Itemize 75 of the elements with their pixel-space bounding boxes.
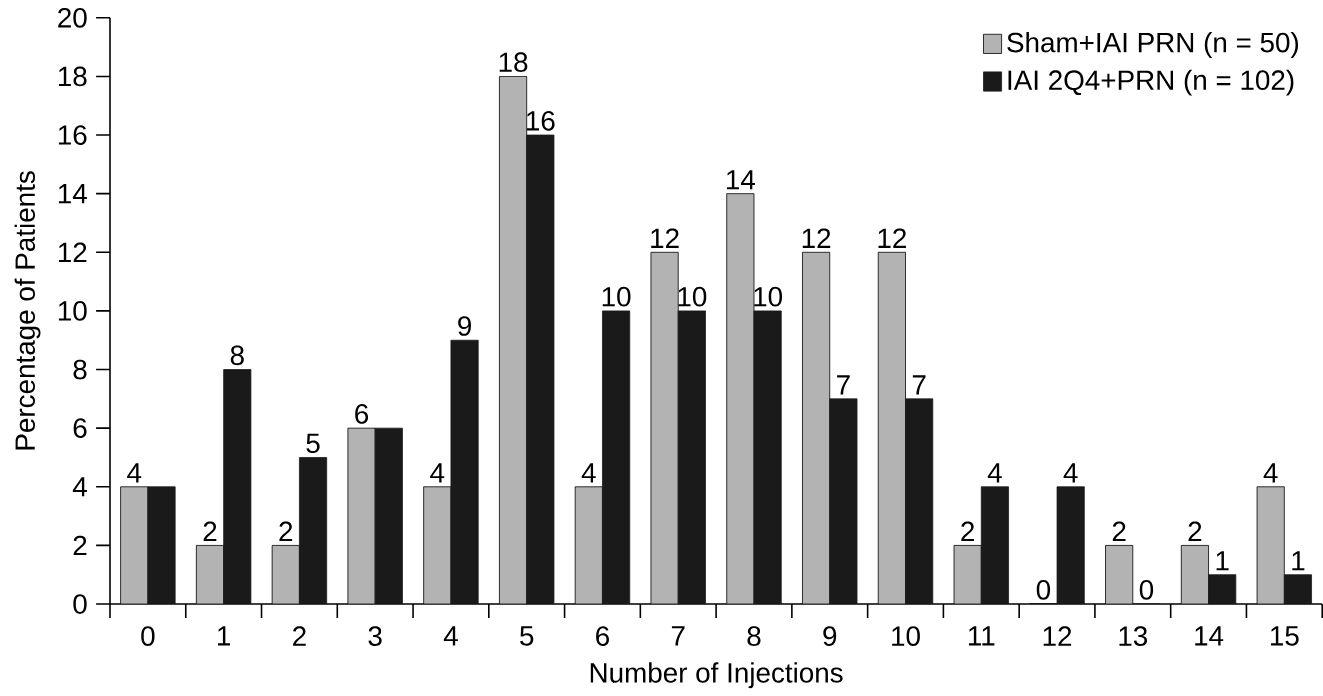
data-label: 9 bbox=[458, 316, 471, 336]
x-tick-label: 11 bbox=[968, 626, 995, 646]
x-tick-label: 6 bbox=[596, 626, 609, 646]
y-tick-label: 6 bbox=[73, 418, 87, 438]
data-label: 12 bbox=[802, 228, 831, 248]
bar bbox=[953, 544, 982, 604]
data-label: 2 bbox=[961, 521, 974, 541]
bar bbox=[271, 544, 300, 604]
y-tick-label: 12 bbox=[58, 242, 87, 262]
data-label: 16 bbox=[526, 110, 555, 131]
data-label: 4 bbox=[581, 463, 596, 483]
x-tick-label: 12 bbox=[1043, 626, 1072, 646]
legend-label: Sham+IAI PRN (n = 50) bbox=[1007, 31, 1299, 58]
bar bbox=[120, 486, 149, 604]
y-tick-label: 14 bbox=[58, 184, 87, 204]
data-label: 10 bbox=[602, 286, 631, 307]
data-label: 10 bbox=[754, 286, 783, 307]
x-tick-label: 5 bbox=[520, 626, 534, 646]
data-label: 7 bbox=[912, 375, 926, 395]
bar bbox=[1105, 544, 1134, 604]
x-tick-label: 15 bbox=[1270, 626, 1299, 646]
bar bbox=[877, 251, 906, 604]
x-tick-label: 3 bbox=[368, 626, 382, 646]
x-tick-label: 2 bbox=[293, 626, 306, 646]
bar bbox=[1256, 486, 1285, 604]
y-tick-label: 2 bbox=[73, 535, 87, 556]
bar bbox=[347, 427, 376, 604]
y-tick-label: 8 bbox=[73, 359, 87, 380]
data-label: 7 bbox=[837, 375, 850, 395]
x-axis-title: Number of Injections bbox=[590, 662, 843, 689]
legend-label: IAI 2Q4+PRN (n = 102) bbox=[1008, 69, 1294, 96]
data-label: 18 bbox=[499, 52, 528, 72]
data-label: 2 bbox=[1188, 521, 1202, 541]
data-label: 2 bbox=[1112, 521, 1126, 541]
y-tick-label: 0 bbox=[73, 594, 87, 614]
bar bbox=[1180, 544, 1209, 604]
y-tick-label: 10 bbox=[58, 300, 87, 321]
data-label: 14 bbox=[727, 170, 755, 190]
bar bbox=[499, 75, 528, 604]
data-label: 1 bbox=[1292, 551, 1305, 571]
bar bbox=[574, 486, 603, 604]
y-tick-label: 16 bbox=[58, 125, 87, 145]
bar bbox=[726, 193, 755, 604]
x-tick-label: 8 bbox=[747, 626, 761, 646]
y-axis-title: Percentage of Patients bbox=[14, 171, 41, 450]
data-label: 5 bbox=[306, 433, 320, 454]
data-label: 12 bbox=[651, 228, 679, 248]
data-label: 0 bbox=[1036, 579, 1051, 600]
bar bbox=[650, 251, 679, 604]
y-tick-label: 18 bbox=[58, 66, 87, 87]
data-label: 4 bbox=[987, 463, 1002, 483]
data-label: 1 bbox=[1216, 551, 1229, 571]
data-label: 4 bbox=[1063, 463, 1078, 483]
data-label: 0 bbox=[1139, 579, 1154, 600]
bar bbox=[423, 486, 452, 604]
data-label: 12 bbox=[878, 228, 906, 248]
bar bbox=[195, 544, 225, 604]
x-tick-label: 1 bbox=[218, 626, 231, 646]
bar bbox=[802, 251, 831, 604]
x-tick-label: 10 bbox=[892, 626, 920, 646]
data-label: 8 bbox=[230, 345, 244, 366]
x-tick-label: 9 bbox=[823, 626, 837, 646]
data-label: 6 bbox=[355, 403, 369, 424]
y-tick-label: 4 bbox=[72, 477, 87, 497]
data-label: 2 bbox=[279, 521, 293, 541]
data-label: 2 bbox=[203, 521, 217, 541]
data-label: 4 bbox=[430, 463, 445, 483]
x-tick-label: 14 bbox=[1195, 626, 1224, 646]
x-tick-label: 13 bbox=[1119, 626, 1148, 646]
x-tick-label: 7 bbox=[671, 626, 685, 646]
data-label: 4 bbox=[1263, 463, 1278, 483]
data-label: 4 bbox=[127, 463, 142, 483]
x-tick-label: 0 bbox=[141, 626, 155, 646]
x-tick-label: 4 bbox=[443, 626, 458, 646]
y-tick-label: 20 bbox=[58, 7, 87, 28]
